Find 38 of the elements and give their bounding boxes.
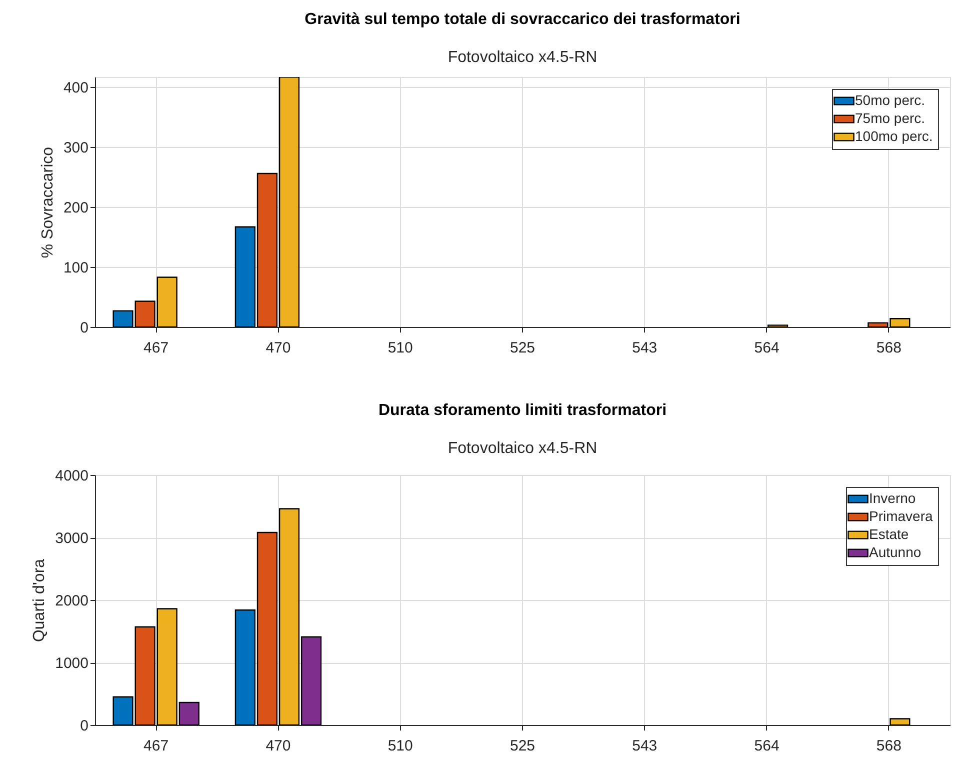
y-tick-label: 100 (63, 260, 88, 277)
x-tick-label: 568 (876, 738, 902, 754)
x-tick-label: 525 (510, 738, 536, 754)
legend-label: 100mo perc. (855, 128, 933, 144)
x-tick-label: 564 (754, 738, 780, 754)
x-tick-label: 543 (632, 738, 658, 754)
y-tick-label: 400 (63, 80, 88, 97)
legend-label: Estate (869, 526, 909, 542)
x-tick-label: 525 (510, 340, 536, 356)
y-tick-label: 300 (63, 140, 88, 157)
bar (890, 718, 910, 725)
chart-title: Gravità sul tempo totale di sovraccarico dei trasformatori (304, 11, 740, 28)
x-tick-label: 467 (144, 340, 169, 356)
x-tick-label: 568 (876, 340, 902, 356)
y-axis-title: % Sovraccarico (39, 146, 56, 258)
y-tick-label: 200 (63, 200, 88, 217)
y-axis-title: Quarti d'ora (31, 558, 48, 642)
legend-label: Inverno (869, 490, 916, 506)
chart-subtitle: Fotovoltaico x4.5-RN (448, 49, 598, 66)
y-tick-label: 4000 (55, 468, 88, 484)
legend-label: 75mo perc. (855, 110, 926, 126)
chart-title: Durata sforamento limiti trasformatori (378, 402, 667, 419)
x-tick-label: 564 (754, 340, 780, 356)
y-tick-label: 0 (80, 718, 88, 734)
x-tick-label: 470 (266, 738, 291, 754)
y-tick-label: 0 (80, 320, 88, 336)
y-tick-label: 3000 (55, 530, 88, 547)
x-tick-label: 510 (388, 738, 413, 754)
y-tick-label: 2000 (55, 592, 88, 610)
x-tick-label: 470 (266, 340, 291, 356)
legend-label: Autunno (869, 544, 922, 560)
chart-subtitle: Fotovoltaico x4.5-RN (448, 440, 598, 457)
x-tick-label: 510 (388, 340, 413, 356)
y-tick-label: 1000 (55, 655, 88, 672)
x-tick-label: 543 (632, 340, 658, 356)
x-tick-label: 467 (144, 738, 169, 754)
legend-label: 50mo perc. (855, 92, 926, 108)
legend-label: Primavera (869, 508, 934, 524)
